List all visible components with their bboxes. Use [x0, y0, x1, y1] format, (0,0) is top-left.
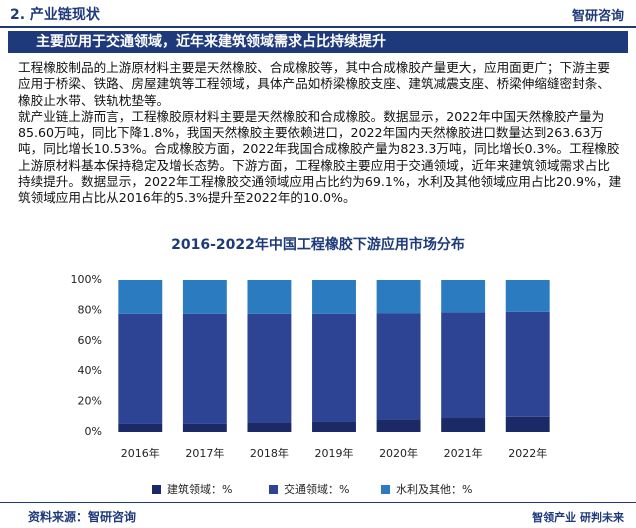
banner: 主要应用于交通领域，近年来建筑领域需求占比持续提升 — [8, 31, 628, 53]
bar-segment — [182, 423, 227, 432]
bar-segment — [118, 423, 163, 432]
x-tick-label: 2018年 — [250, 446, 289, 460]
paragraph: 工程橡胶制品的上游原材料主要是天然橡胶、合成橡胶等，其中合成橡胶产量更大，应用面… — [18, 60, 610, 108]
y-tick-label: 20% — [78, 395, 102, 408]
x-tick-label: 2020年 — [379, 446, 418, 460]
y-tick-label: 80% — [78, 303, 102, 316]
paragraph: 就产业链上游而言，工程橡胶原材料主要是天然橡胶和合成橡胶。数据显示，2022年中… — [18, 108, 622, 206]
bar-segment — [441, 418, 486, 432]
x-tick-label: 2017年 — [185, 446, 224, 460]
legend-label: 交通领域：% — [284, 482, 349, 496]
x-tick-label: 2019年 — [315, 446, 354, 460]
y-tick-label: 100% — [71, 273, 102, 286]
bar-segment — [118, 280, 163, 314]
x-tick-label: 2016年 — [121, 446, 160, 460]
legend-swatch — [152, 485, 161, 494]
legend-label: 水利及其他：% — [396, 483, 472, 496]
bar-segment — [505, 311, 550, 417]
source: 资料来源：智研咨询 — [28, 510, 137, 524]
bar-segment — [312, 280, 356, 314]
bar-segment — [376, 313, 421, 420]
y-tick-label: 60% — [78, 334, 102, 347]
bar-segment — [247, 422, 292, 432]
bar-segment — [376, 419, 421, 432]
bar-segment — [247, 280, 292, 314]
bar-segment — [182, 280, 227, 314]
logo: 智研咨询 — [571, 9, 624, 24]
bar-segment — [312, 421, 356, 432]
x-tick-label: 2022年 — [508, 446, 547, 460]
bar-segment — [441, 312, 486, 419]
bar-segment — [182, 313, 227, 424]
legend-label: 建筑领域：% — [167, 482, 232, 496]
slogan: 智领产业 研判未来 — [532, 511, 624, 524]
bar-segment — [505, 416, 550, 432]
chart: 2016-2022年中国工程橡胶下游应用市场分布 0% 20% 40% 60% 80% 1… — [71, 236, 550, 496]
legend-swatch — [269, 485, 278, 494]
y-tick-label: 40% — [78, 364, 102, 377]
header: 2. 产业链现状 智研咨询 — [0, 0, 636, 28]
section-title: 2. 产业链现状 — [10, 7, 100, 23]
x-tick-label: 2021年 — [444, 446, 483, 460]
body-text: 工程橡胶制品的上游原材料主要是天然橡胶、合成橡胶等，其中合成橡胶产量更大，应用面… — [18, 60, 622, 207]
bar-segment — [376, 280, 421, 314]
bar-segment — [441, 280, 486, 313]
bar-segment — [247, 313, 292, 423]
footer: 资料来源：智研咨询 智领产业 研判未来 — [0, 502, 636, 528]
y-tick-label: 0% — [85, 425, 102, 438]
legend-swatch — [381, 485, 390, 494]
bar-segment — [118, 313, 163, 424]
bar-segment — [505, 280, 550, 312]
chart-title: 2016-2022年中国工程橡胶下游应用市场分布 — [171, 236, 465, 253]
bar-segment — [312, 313, 356, 422]
